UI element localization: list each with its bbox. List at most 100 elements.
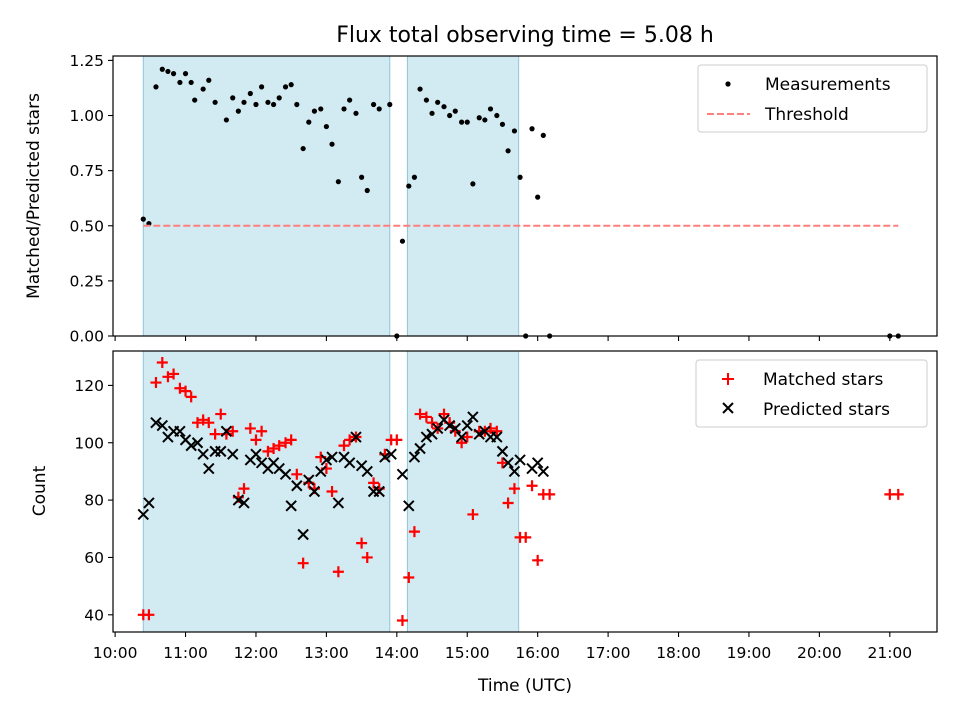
predicted-star-point: [455, 431, 468, 443]
measurement-point: [282, 84, 289, 90]
matched-star-point: [426, 417, 438, 429]
predicted-star-point: [373, 485, 385, 498]
predicted-star-point: [291, 480, 303, 492]
matched-star-point: [168, 368, 180, 380]
matched-star-point: [143, 609, 155, 621]
predicted-star-point: [491, 431, 503, 443]
matched-star-point: [192, 417, 204, 429]
predicted-star-point: [250, 448, 262, 460]
x-tick-label: 17:00: [586, 644, 631, 662]
bottom-shaded-interval-0: [142, 350, 391, 633]
matched-star-point: [238, 483, 250, 495]
matched-star-point: [391, 434, 403, 446]
matched-star-point: [244, 422, 256, 434]
bottom-y-ticks: 40 60 80 100 120: [74, 377, 113, 624]
measurement-point: [311, 108, 318, 114]
measurement-point: [452, 108, 458, 114]
predicted-star-point: [303, 474, 315, 486]
matched-star-point: [356, 537, 368, 549]
top-y-tick-label: 0.75: [69, 162, 104, 180]
measurement-point: [459, 119, 465, 125]
predicted-star-point: [467, 411, 479, 423]
matched-star-point: [162, 371, 174, 383]
matched-star-point: [285, 434, 297, 446]
measurement-point: [206, 77, 212, 83]
legend-matched-marker: [722, 373, 734, 385]
legend-predicted-marker: [722, 402, 734, 414]
measurement-point: [417, 86, 423, 92]
matched-star-point: [461, 431, 473, 443]
matched-star-point: [467, 508, 479, 520]
predicted-star-point: [403, 500, 415, 512]
measurement-point: [517, 174, 523, 180]
top-y-tick-label: 0.25: [69, 272, 104, 290]
measurement-point: [364, 187, 370, 194]
matched-star-point: [197, 414, 209, 426]
predicted-star-point: [215, 445, 227, 458]
top-x-ticks: [114, 336, 891, 341]
predicted-star-point: [449, 422, 461, 435]
chart-title: Flux total observing time = 5.08 h: [336, 23, 714, 48]
bottom-y-tick-label: 100: [74, 434, 104, 452]
measurement-point: [470, 181, 476, 187]
predicted-star-point: [203, 462, 215, 475]
measurement-point: [241, 99, 247, 105]
measurement-point: [140, 216, 146, 222]
measurement-point: [265, 99, 271, 105]
legend-predicted-label: Predicted stars: [763, 400, 890, 420]
measurement-point: [223, 117, 229, 123]
bottom-legend-box: [695, 359, 928, 428]
matched-star-point: [273, 440, 285, 452]
matched-star-point: [268, 442, 280, 454]
matched-star-point: [396, 615, 408, 627]
predicted-star-point: [343, 457, 356, 469]
measurement-point: [170, 71, 177, 77]
predicted-star-point: [315, 465, 327, 478]
predicted-star-point: [531, 457, 544, 469]
predicted-star-point: [220, 425, 233, 437]
measurement-point: [370, 101, 377, 108]
matched-star-point: [532, 554, 544, 566]
predicted-star-point: [502, 457, 514, 469]
top-y-axis-label: Matched/Predicted stars: [24, 93, 44, 299]
measurement-point: [300, 145, 306, 152]
measurement-point: [177, 79, 183, 86]
measurement-point: [235, 108, 241, 114]
x-tick-label: 13:00: [304, 644, 349, 662]
predicted-star-point: [508, 465, 521, 478]
matched-star-point: [256, 425, 268, 437]
predicted-star-point: [420, 431, 433, 443]
measurement-point: [511, 128, 518, 134]
measurement-point: [188, 79, 194, 86]
matched-star-point: [544, 488, 556, 500]
predicted-star-point: [332, 497, 345, 509]
measurement-point: [535, 194, 541, 200]
matched-star-point: [209, 428, 221, 440]
legend-measurements-marker: [725, 81, 731, 87]
matched-star-point: [291, 468, 303, 480]
matched-star-point: [438, 408, 450, 420]
measurement-point: [341, 106, 347, 112]
measurement-point: [318, 106, 324, 112]
matched-star-point: [420, 411, 432, 423]
top-legend: Measurements Threshold: [697, 64, 928, 133]
predicted-star-point: [379, 451, 391, 463]
matched-star-point: [456, 437, 468, 449]
matched-star-point: [414, 408, 426, 420]
matched-star-point: [326, 486, 338, 497]
measurement-point: [212, 99, 218, 105]
bottom-y-tick-label: 80: [84, 492, 104, 510]
measurement-point: [359, 174, 365, 180]
top-plot-frame: [112, 55, 938, 337]
matched-star-point: [892, 488, 904, 500]
matched-star-point: [174, 382, 186, 394]
measurement-point: [323, 123, 329, 130]
predicted-star-point: [308, 485, 321, 498]
measurement-point: [329, 141, 335, 147]
predicted-star-point: [285, 500, 297, 512]
matched-star-point: [403, 572, 415, 584]
x-tick-label: 14:00: [374, 644, 419, 662]
measurement-point: [306, 119, 312, 125]
x-tick-label: 21:00: [867, 644, 912, 662]
